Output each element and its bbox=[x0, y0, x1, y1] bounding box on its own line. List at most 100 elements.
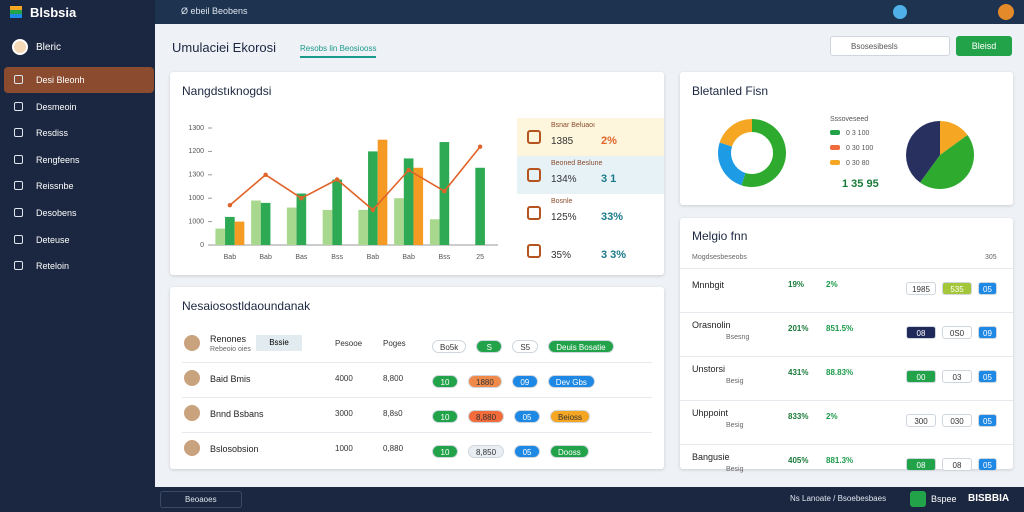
brand: Blsbsia bbox=[30, 5, 77, 20]
pill[interactable]: 00 bbox=[906, 370, 936, 383]
x-tick-label: Bas bbox=[295, 254, 308, 261]
pill[interactable]: 535 bbox=[942, 282, 972, 295]
bar bbox=[322, 209, 333, 245]
pills: Bo5k S S5 Deuis Bosatie bbox=[432, 337, 624, 355]
point bbox=[299, 196, 304, 201]
bar bbox=[251, 200, 261, 245]
stat-label: Bosnle bbox=[551, 198, 573, 205]
tab[interactable]: Resobs lin Beosiooss bbox=[300, 44, 377, 58]
pill[interactable]: Beioss bbox=[550, 410, 591, 423]
nav-icon bbox=[14, 128, 23, 138]
pill[interactable]: 8,880 bbox=[468, 410, 505, 423]
item-b: 88.83% bbox=[826, 368, 854, 377]
breadcrumb: Ø ebeil Beobens bbox=[181, 6, 248, 16]
bar bbox=[403, 158, 414, 245]
stat-row bbox=[517, 156, 664, 194]
stats-panel: Bsnar Beluaoı 1385 2% Beoned Beslune 134% 3 1… bbox=[517, 118, 664, 270]
legend-title: Sssoveseed bbox=[830, 116, 868, 123]
nav-item[interactable]: Reteloin bbox=[36, 261, 70, 272]
pills: 00 03 05 bbox=[906, 367, 1003, 385]
pill[interactable]: 09 bbox=[511, 375, 538, 388]
profile-icon[interactable] bbox=[998, 4, 1014, 20]
x-tick-label: Bab bbox=[259, 254, 272, 261]
pill[interactable]: 10 bbox=[432, 445, 458, 458]
row-name: Bnnd Bsbans bbox=[210, 409, 264, 419]
avatar bbox=[184, 370, 200, 386]
pill[interactable]: 03 bbox=[942, 370, 972, 383]
stat-change: 2% bbox=[601, 135, 617, 147]
nav-item[interactable]: Deteuse bbox=[36, 234, 70, 245]
pill[interactable]: Dev Gbs bbox=[547, 375, 595, 388]
bar bbox=[260, 202, 271, 245]
pill[interactable]: 1880 bbox=[468, 375, 502, 388]
legend-swatch bbox=[830, 160, 840, 165]
pill[interactable]: 05 bbox=[514, 445, 541, 458]
pill[interactable]: 05 bbox=[514, 410, 541, 423]
row-divider bbox=[680, 400, 1013, 401]
search-box[interactable]: Bsosesibesls bbox=[830, 36, 950, 56]
x-tick-label: Bab bbox=[402, 254, 415, 261]
x-tick-label: Bss bbox=[439, 254, 451, 261]
pill[interactable]: Bo5k bbox=[432, 340, 467, 353]
nav-icon bbox=[14, 261, 23, 271]
pill[interactable]: 1985 bbox=[906, 282, 936, 295]
donut-charts: Sssoveseed 0 3 100 0 30 100 0 30 80 1 35 95 bbox=[718, 116, 975, 190]
stat-change: 3 1 bbox=[601, 173, 617, 185]
pill[interactable]: 0S0 bbox=[942, 326, 972, 339]
slice bbox=[920, 135, 975, 190]
pill[interactable]: Deuis Bosatie bbox=[548, 340, 614, 353]
user-name: Bleric bbox=[36, 42, 62, 53]
cell: Poges bbox=[383, 339, 406, 348]
slice bbox=[940, 121, 968, 155]
pill[interactable]: 05 bbox=[978, 282, 997, 295]
item-a: 201% bbox=[788, 324, 809, 333]
bar bbox=[296, 193, 307, 245]
legend-text: 0 30 100 bbox=[846, 145, 873, 152]
pill[interactable]: 08 bbox=[942, 458, 972, 471]
bar-chart: 0 1000 1000 1300 1200 1300 Bab Bab Bas Bss Bab Bab B… bbox=[188, 125, 498, 261]
bar bbox=[429, 219, 440, 245]
nav-item[interactable]: Reissnbe bbox=[36, 181, 74, 192]
x-tick-label: Bab bbox=[367, 254, 380, 261]
pill[interactable]: S bbox=[476, 340, 503, 353]
pills: 300 030 05 bbox=[906, 411, 1003, 429]
pill[interactable]: 05 bbox=[978, 370, 997, 383]
pill[interactable]: 030 bbox=[942, 414, 972, 427]
row-name: Renones bbox=[210, 334, 247, 344]
icon[interactable] bbox=[893, 5, 907, 19]
nav-item[interactable]: Desmeoin bbox=[36, 101, 77, 112]
legend-swatch bbox=[830, 130, 840, 135]
item-b: 881.3% bbox=[826, 456, 854, 465]
x-tick-label: Bab bbox=[224, 254, 237, 261]
pill[interactable]: 10 bbox=[432, 375, 458, 388]
pill[interactable]: 09 bbox=[978, 326, 997, 339]
row-divider bbox=[680, 356, 1013, 357]
primary-button[interactable]: Bleisd bbox=[956, 36, 1012, 56]
pill[interactable]: 300 bbox=[906, 414, 936, 427]
bar bbox=[286, 207, 297, 245]
stat-row bbox=[517, 118, 664, 156]
nav-item[interactable]: Desobens bbox=[36, 208, 77, 218]
point bbox=[263, 172, 268, 177]
nav-icon bbox=[14, 75, 23, 84]
pills: 08 0S0 09 bbox=[906, 323, 1003, 341]
footer-search[interactable]: Beoaoes bbox=[160, 491, 242, 508]
nav-item[interactable]: Rengfeens bbox=[36, 154, 80, 165]
row-sub: Rebeoio oies bbox=[210, 346, 251, 353]
nav-item[interactable]: Resdiss bbox=[36, 128, 69, 139]
sidebar: Blsbsia Bleric Desi Bleonh Desmeoin Resdis… bbox=[0, 0, 155, 487]
pill[interactable]: 05 bbox=[978, 458, 997, 471]
stat-row bbox=[517, 194, 664, 232]
pill[interactable]: 08 bbox=[906, 326, 936, 339]
card-title: Bletanled Fisn bbox=[692, 84, 769, 98]
pill[interactable]: 10 bbox=[432, 410, 458, 423]
pill[interactable]: 8,850 bbox=[468, 445, 505, 458]
nav-item[interactable]: Desi Bleonh bbox=[36, 75, 85, 85]
pill[interactable]: 05 bbox=[978, 414, 997, 427]
footer-links[interactable]: Ns Lanoate / Bsoebesbaes bbox=[790, 494, 887, 503]
pill[interactable]: 08 bbox=[906, 458, 936, 471]
pill[interactable]: Dooss bbox=[550, 445, 589, 458]
app-icon bbox=[910, 491, 926, 507]
pill[interactable]: S5 bbox=[512, 340, 539, 353]
